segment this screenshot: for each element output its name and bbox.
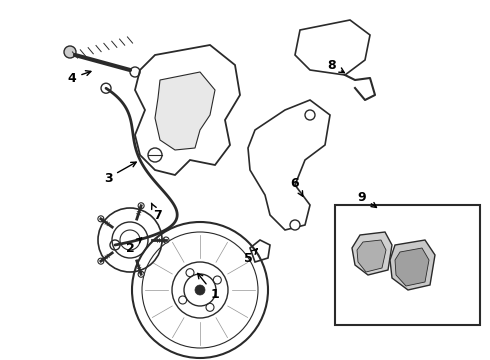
Text: 3: 3: [104, 162, 136, 185]
Polygon shape: [357, 240, 386, 272]
Text: 5: 5: [244, 249, 257, 265]
Circle shape: [163, 237, 169, 243]
Text: 7: 7: [151, 203, 161, 221]
Polygon shape: [352, 232, 392, 275]
Polygon shape: [155, 72, 215, 150]
Text: 6: 6: [291, 176, 303, 196]
Polygon shape: [395, 248, 429, 286]
Text: 9: 9: [358, 190, 376, 207]
Circle shape: [98, 216, 104, 222]
Circle shape: [195, 285, 205, 295]
Bar: [335, 205, 480, 325]
Circle shape: [290, 220, 300, 230]
Circle shape: [64, 46, 76, 58]
Text: 1: 1: [197, 273, 220, 302]
Circle shape: [98, 258, 104, 264]
Text: 2: 2: [125, 238, 142, 255]
Circle shape: [305, 110, 315, 120]
Polygon shape: [390, 240, 435, 290]
Circle shape: [138, 203, 144, 209]
Circle shape: [138, 271, 144, 277]
Text: 4: 4: [68, 71, 91, 85]
Text: 8: 8: [328, 59, 344, 73]
